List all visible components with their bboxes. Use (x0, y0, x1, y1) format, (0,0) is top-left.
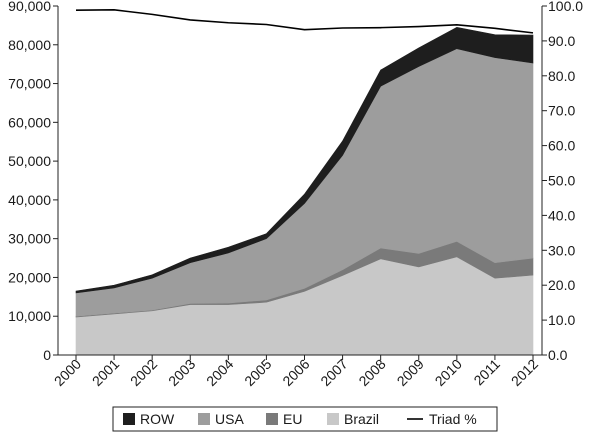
right-tick-label: 40.0 (548, 207, 575, 223)
left-tick-label: 50,000 (8, 153, 51, 169)
legend-label-usa: USA (215, 411, 244, 427)
x-tick-label: 2000 (51, 356, 84, 389)
x-tick-label: 2001 (89, 356, 122, 389)
left-tick-label: 40,000 (8, 192, 51, 208)
legend-swatch-usa (198, 413, 210, 425)
x-tick-label: 2008 (355, 356, 388, 389)
right-tick-label: 80.0 (548, 68, 575, 84)
area-row (75, 27, 534, 294)
right-tick-label: 20.0 (548, 277, 575, 293)
x-tick-label: 2011 (470, 356, 503, 389)
left-tick-label: 10,000 (8, 308, 51, 324)
x-tick-label: 2010 (432, 356, 465, 389)
left-tick-label: 70,000 (8, 76, 51, 92)
x-tick-label: 2012 (508, 356, 541, 389)
x-tick-label: 2007 (317, 356, 350, 389)
right-tick-label: 30.0 (548, 242, 575, 258)
x-tick-label: 2004 (203, 356, 236, 389)
legend-swatch-brazil (327, 413, 339, 425)
legend-label-eu: EU (283, 411, 302, 427)
right-tick-label: 70.0 (548, 103, 575, 119)
right-tick-label: 100.0 (548, 0, 583, 14)
left-tick-label: 80,000 (8, 37, 51, 53)
x-tick-label: 2005 (241, 356, 274, 389)
legend-box (112, 406, 498, 432)
legend-swatch-eu (266, 413, 278, 425)
legend-swatch-row (123, 413, 135, 425)
left-tick-label: 90,000 (8, 0, 51, 14)
x-tick-label: 2003 (165, 356, 198, 389)
legend: ROW USA EU Brazil Triad % (112, 406, 498, 432)
left-tick-label: 20,000 (8, 269, 51, 285)
right-tick-label: 0.0 (548, 347, 568, 363)
legend-label-row: ROW (140, 411, 175, 427)
area-layer (75, 27, 534, 356)
legend-label-triad: Triad % (429, 411, 477, 427)
right-tick-label: 60.0 (548, 138, 575, 154)
left-tick-label: 0 (43, 347, 51, 363)
left-tick-label: 30,000 (8, 231, 51, 247)
right-tick-label: 10.0 (548, 312, 575, 328)
line-triad (75, 9, 534, 34)
x-tick-label: 2002 (127, 356, 160, 389)
left-tick-label: 60,000 (8, 114, 51, 130)
legend-label-brazil: Brazil (344, 411, 379, 427)
right-tick-label: 50.0 (548, 173, 575, 189)
x-tick-label: 2009 (394, 356, 427, 389)
right-tick-label: 90.0 (548, 33, 575, 49)
x-tick-label: 2006 (279, 356, 312, 389)
line-layer (75, 9, 534, 34)
